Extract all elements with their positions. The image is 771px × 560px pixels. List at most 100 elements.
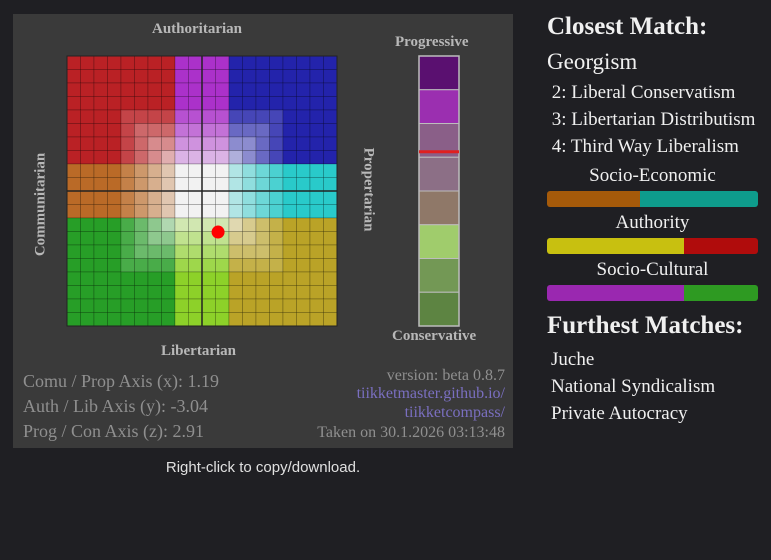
socio-economic-label: Socio-Economic	[589, 165, 716, 186]
compass-cell	[120, 69, 135, 84]
copy-hint: Right-click to copy/download.	[165, 459, 361, 476]
compass-cell	[309, 271, 324, 286]
compass-cell	[120, 163, 135, 178]
compass-cell	[134, 82, 149, 97]
compass-cell	[255, 204, 270, 219]
compass-cell	[228, 312, 243, 327]
compass-cell	[323, 271, 338, 286]
compass-cell	[66, 204, 81, 219]
compass-cell	[161, 55, 176, 70]
compass-cell	[228, 231, 243, 246]
compass-cell	[309, 258, 324, 273]
compass-cell	[134, 298, 149, 313]
compass-cell	[93, 69, 108, 84]
compass-cell	[174, 231, 189, 246]
compass-cell	[174, 55, 189, 70]
compass-cell	[93, 258, 108, 273]
compass-cell	[161, 271, 176, 286]
socio-cultural-bar-left	[547, 285, 685, 301]
compass-cell	[147, 271, 162, 286]
match-item: 2: Liberal Conservatism	[551, 82, 736, 103]
compass-result-card[interactable]: Authoritarian Libertarian Communitarian …	[13, 14, 513, 448]
compass-cell	[188, 312, 203, 327]
compass-cell	[269, 109, 284, 124]
compass-cell	[215, 123, 230, 138]
compass-cell	[201, 298, 216, 313]
compass-cell	[255, 285, 270, 300]
compass-cell	[147, 136, 162, 151]
compass-cell	[309, 217, 324, 232]
compass-cell	[296, 244, 311, 259]
compass-cell	[309, 109, 324, 124]
compass-cell	[309, 298, 324, 313]
compass-cell	[269, 204, 284, 219]
compass-cell	[80, 244, 95, 259]
compass-cell	[282, 231, 297, 246]
authority-bar	[547, 238, 758, 254]
compass-cell	[107, 312, 122, 327]
compass-cell	[323, 123, 338, 138]
z-axis-segment	[418, 258, 460, 293]
compass-cell	[134, 55, 149, 70]
compass-cell	[296, 271, 311, 286]
compass-cell	[255, 109, 270, 124]
compass-cell	[161, 150, 176, 165]
compass-cell	[134, 231, 149, 246]
compass-cell	[66, 190, 81, 205]
compass-cell	[120, 150, 135, 165]
compass-cell	[323, 150, 338, 165]
compass-cell	[174, 123, 189, 138]
socio-cultural-bar-right	[684, 285, 758, 301]
compass-cell	[80, 285, 95, 300]
site-link-line2[interactable]: tiikketcompass/	[404, 404, 505, 421]
compass-cell	[134, 204, 149, 219]
z-axis-label-top: Progressive	[395, 34, 469, 50]
compass-cell	[242, 69, 257, 84]
compass-cell	[93, 55, 108, 70]
compass-cell	[147, 123, 162, 138]
compass-cell	[66, 150, 81, 165]
compass-cell	[93, 298, 108, 313]
compass-cell	[134, 150, 149, 165]
compass-cell	[282, 123, 297, 138]
compass-cell	[80, 312, 95, 327]
compass-cell	[93, 231, 108, 246]
compass-cell	[242, 258, 257, 273]
compass-cell	[242, 109, 257, 124]
compass-cell	[269, 150, 284, 165]
compass-cell	[228, 190, 243, 205]
compass-cell	[309, 96, 324, 111]
compass-cell	[255, 298, 270, 313]
compass-cell	[93, 136, 108, 151]
compass-cell	[161, 244, 176, 259]
top-match: Georgism	[547, 49, 638, 74]
compass-cell	[215, 244, 230, 259]
compass-cell	[296, 163, 311, 178]
socio-economic-bar-right	[639, 191, 758, 207]
socio-economic-bar-left	[547, 191, 640, 207]
compass-cell	[255, 244, 270, 259]
compass-cell	[93, 123, 108, 138]
compass-cell	[323, 96, 338, 111]
authority-bar-right	[684, 238, 758, 254]
compass-cell	[161, 231, 176, 246]
compass-cell	[107, 150, 122, 165]
z-axis-label-bottom: Conservative	[392, 328, 477, 344]
compass-cell	[80, 69, 95, 84]
compass-cell	[282, 96, 297, 111]
compass-cell	[161, 96, 176, 111]
compass-cell	[296, 312, 311, 327]
compass-cell	[188, 231, 203, 246]
compass-cell	[242, 190, 257, 205]
compass-cell	[242, 271, 257, 286]
compass-cell	[147, 69, 162, 84]
compass-cell	[93, 109, 108, 124]
compass-cell	[269, 163, 284, 178]
compass-cell	[174, 312, 189, 327]
compass-cell	[174, 271, 189, 286]
compass-cell	[228, 109, 243, 124]
stat-z: Prog / Con Axis (z): 2.91	[23, 421, 205, 441]
site-link-line1[interactable]: tiikketmaster.github.io/	[356, 385, 505, 402]
compass-cell	[107, 55, 122, 70]
compass-cell	[161, 204, 176, 219]
